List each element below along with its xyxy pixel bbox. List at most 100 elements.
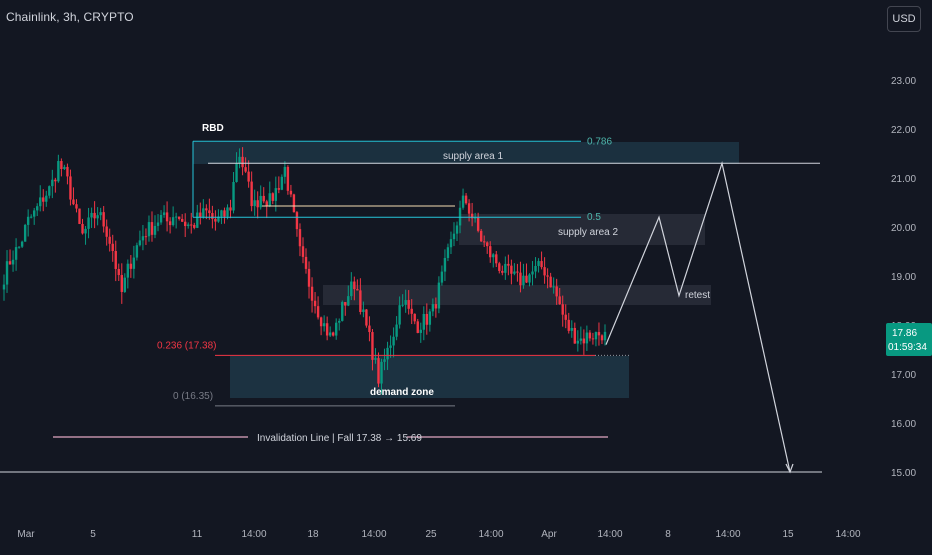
candle-body [392, 336, 395, 346]
time-tick-label: 14:00 [241, 529, 266, 540]
candle-body [455, 225, 459, 234]
candle-body [63, 166, 66, 170]
candle-body [579, 338, 583, 341]
symbol-title[interactable]: Chainlink, 3h, CRYPTO [6, 10, 134, 24]
price-tick-label: 23.00 [891, 76, 916, 87]
fib-0-label: 0 (16.35) [173, 391, 213, 402]
candle-body [416, 321, 419, 333]
candle-body [199, 212, 202, 218]
candle-body [105, 226, 108, 237]
candle-body [78, 208, 81, 224]
candle-body [168, 221, 172, 226]
candle-body [383, 359, 386, 362]
currency-button[interactable]: USD [887, 6, 921, 32]
candle-body [528, 274, 531, 283]
price-tick-label: 17.00 [891, 370, 916, 381]
candle-body [546, 275, 549, 277]
candle-body [307, 268, 311, 287]
candle-body [543, 267, 546, 276]
candle-body [60, 161, 63, 170]
candle-body [374, 358, 377, 360]
candle-body [368, 325, 371, 333]
candle-body [464, 195, 468, 204]
time-tick-label: Apr [541, 529, 557, 540]
candle-body [338, 320, 341, 323]
candle-body [395, 324, 398, 337]
retest-label: retest [685, 290, 710, 301]
time-tick-label: 14:00 [835, 529, 860, 540]
candle-body [322, 323, 326, 327]
candle-body [555, 286, 558, 297]
candle-body [443, 257, 447, 272]
candle-body [476, 217, 480, 231]
demand-zone-label: demand zone [370, 387, 434, 398]
candle-body [458, 207, 462, 226]
candle-body [516, 271, 519, 273]
price-tick-label: 22.00 [891, 125, 916, 136]
candle-body [114, 251, 117, 269]
candle-body [84, 228, 87, 234]
candle-body [51, 179, 54, 187]
candle-body [280, 176, 284, 190]
supply-area-1-label: supply area 1 [443, 151, 503, 162]
fib-05-label: 0.5 [587, 212, 601, 223]
candle-body [410, 308, 413, 314]
candle-body [247, 171, 250, 182]
candle-body [129, 263, 133, 269]
candle-body [211, 213, 214, 219]
candle-body [486, 242, 489, 247]
candle-body [177, 216, 181, 219]
candle-body [277, 188, 281, 190]
candle-body [522, 275, 525, 286]
candle-body [226, 207, 229, 217]
price-tick-label: 15.00 [891, 468, 916, 479]
candle-body [8, 261, 12, 265]
candle-body [29, 216, 33, 218]
candle-body [72, 199, 75, 205]
candle-body [495, 254, 498, 264]
candle-body [253, 200, 256, 207]
candle-body [398, 305, 401, 325]
candle-body [561, 304, 564, 315]
price-tick-label: 21.00 [891, 174, 916, 185]
candle-body [328, 332, 332, 336]
price-tag-price: 17.86 [892, 328, 917, 339]
candle-body [87, 217, 90, 229]
candle-body [117, 268, 120, 276]
candle-body [17, 246, 21, 248]
candle-body [507, 263, 510, 266]
candle-body [232, 181, 235, 211]
zones-layer [193, 142, 739, 398]
candle-body [597, 332, 601, 336]
candle-body [180, 218, 184, 222]
candle-body [126, 263, 130, 278]
candle-body [540, 261, 543, 268]
candle-body [304, 256, 308, 269]
candle-body [331, 332, 335, 336]
candles-layer [2, 147, 607, 395]
time-tick-label: 5 [90, 529, 96, 540]
candle-body [241, 156, 244, 168]
candle-body [362, 309, 365, 313]
candle-body [504, 263, 507, 273]
time-axis[interactable]: Mar 5 11 14:00 18 14:00 25 14:00 Apr 14:00 8 14:00 1… [17, 529, 861, 540]
candle-body [498, 263, 501, 271]
candle-body [220, 210, 223, 217]
candle-body [549, 276, 552, 288]
candle-body [573, 327, 576, 344]
price-axis[interactable]: 15.0016.0017.0018.0019.0020.0021.0022.00… [891, 76, 916, 479]
candle-body [489, 246, 492, 258]
candle-body [446, 247, 450, 258]
fib-0236-label: 0.236 (17.38) [157, 340, 217, 351]
candle-body [283, 166, 287, 177]
candle-body [537, 261, 540, 266]
time-tick-label: 8 [665, 529, 671, 540]
price-tag-box [886, 323, 932, 356]
candle-body [534, 265, 537, 272]
candle-body [310, 286, 314, 301]
supply-area-1-zone [193, 142, 739, 164]
candle-body [422, 313, 425, 330]
price-tick-label: 20.00 [891, 223, 916, 234]
